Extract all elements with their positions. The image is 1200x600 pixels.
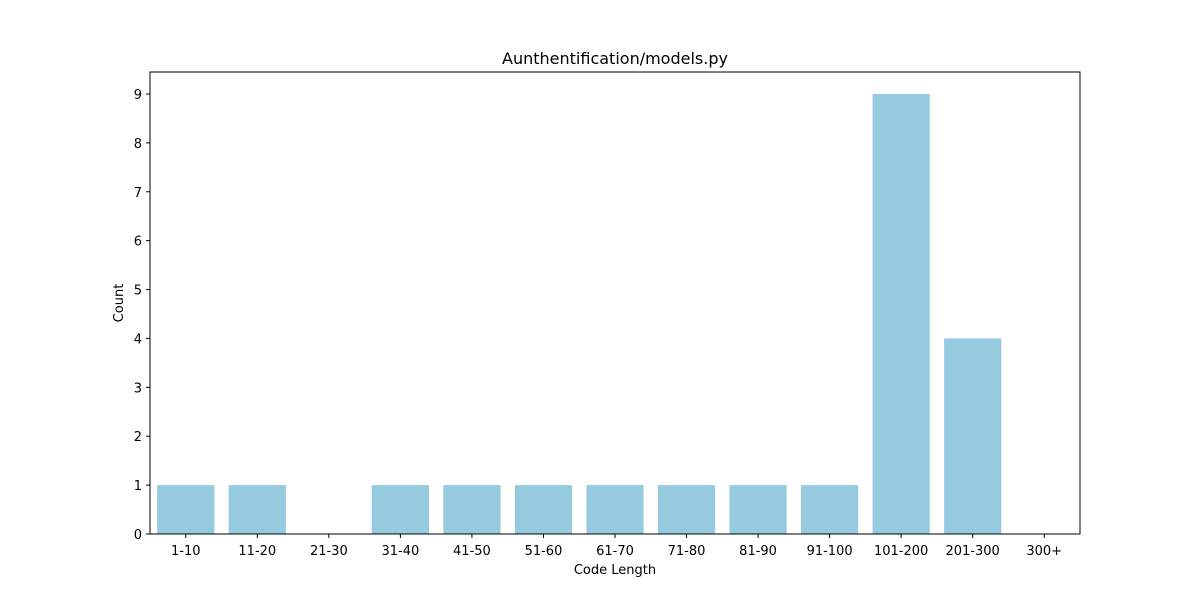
x-tick-label: 1-10 (171, 544, 201, 559)
plot-frame (149, 71, 1081, 535)
y-axis: 0 1 2 3 4 5 6 7 8 9 (134, 88, 150, 543)
y-axis-label: Count (112, 284, 127, 323)
bar-31-40 (371, 485, 429, 534)
bar-11-20 (228, 485, 286, 534)
bar-91-100 (801, 485, 859, 534)
x-tick-label: 81-90 (739, 544, 777, 559)
x-tick-label: 71-80 (668, 544, 706, 559)
y-tick-label: 1 (134, 479, 142, 494)
y-tick-label: 6 (134, 235, 142, 250)
x-tick-label: 201-300 (946, 544, 1000, 559)
x-tick-label: 91-100 (807, 544, 853, 559)
x-tick-label: 300+ (1026, 544, 1062, 559)
bar-71-80 (657, 485, 716, 534)
x-tick-label: 101-200 (874, 544, 928, 559)
bar-201-300 (944, 338, 1002, 534)
y-tick-label: 2 (134, 430, 142, 445)
y-tick-label: 4 (134, 332, 142, 347)
x-tick-label: 31-40 (381, 544, 419, 559)
x-tick-label: 51-60 (525, 544, 563, 559)
bar-101-200 (872, 94, 930, 534)
bars-group (157, 94, 1002, 534)
y-tick-label: 3 (134, 381, 142, 396)
y-tick-label: 0 (134, 528, 142, 543)
x-axis-label: Code Length (574, 563, 656, 578)
bar-51-60 (514, 485, 573, 534)
x-tick-label: 21-30 (310, 544, 348, 559)
y-tick-label: 8 (134, 137, 142, 152)
y-tick-label: 7 (134, 186, 142, 201)
bar-41-50 (443, 485, 501, 534)
y-tick-label: 9 (134, 88, 142, 103)
chart-title: Aunthentification/models.py (502, 49, 728, 68)
x-tick-label: 41-50 (453, 544, 491, 559)
bar-61-70 (586, 485, 644, 534)
y-tick-label: 5 (134, 284, 142, 299)
bar-1-10 (157, 485, 215, 534)
x-tick-label: 11-20 (238, 544, 276, 559)
bar-81-90 (729, 485, 787, 534)
x-axis: 1-10 11-20 21-30 31-40 41-50 51-60 61-70 71-80 8… (171, 534, 1062, 559)
x-tick-label: 61-70 (596, 544, 634, 559)
